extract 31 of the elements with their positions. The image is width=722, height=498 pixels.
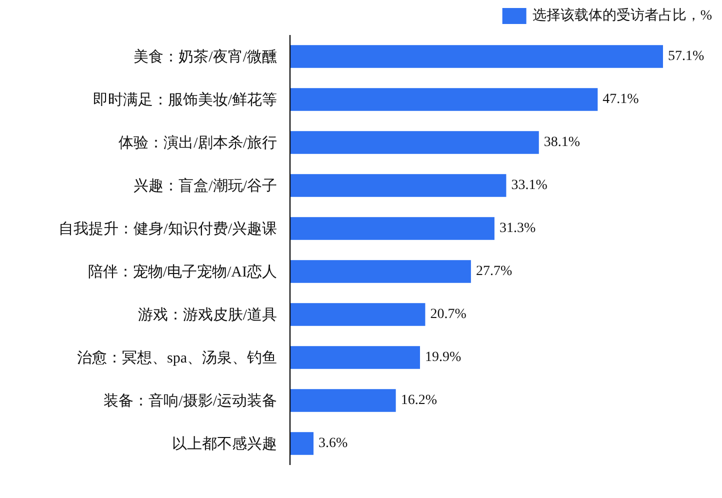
data-label: 57.1% <box>668 49 704 64</box>
y-tick-label: 自我提升：健身/知识付费/兴趣课 <box>58 220 277 238</box>
y-tick-label: 即时满足：服饰美妆/鲜花等 <box>92 91 277 108</box>
y-tick-label: 陪伴：宠物/电子宠物/AI恋人 <box>88 263 277 280</box>
data-label: 3.6% <box>318 436 348 451</box>
bar <box>290 174 506 197</box>
y-tick-label: 以上都不感兴趣 <box>172 435 277 452</box>
bar <box>290 45 663 68</box>
y-tick-label: 美食：奶茶/夜宵/微醺 <box>134 48 277 66</box>
y-tick-label: 兴趣：盲盒/潮玩/谷子 <box>134 177 277 194</box>
y-tick-label: 治愈：冥想、spa、汤泉、钓鱼 <box>77 349 277 366</box>
data-label: 19.9% <box>424 350 462 365</box>
bar <box>290 217 494 240</box>
data-label: 27.7% <box>476 264 512 279</box>
bar <box>290 88 598 111</box>
bar <box>290 303 426 326</box>
bar <box>290 432 314 455</box>
data-label: 33.1% <box>511 178 548 193</box>
data-label: 31.3% <box>499 221 536 236</box>
data-label: 38.1% <box>544 135 580 150</box>
data-label: 16.2% <box>400 393 438 408</box>
y-tick-label: 装备：音响/摄影/运动装备 <box>104 392 277 410</box>
bar <box>290 260 471 283</box>
legend-label: 选择该载体的受访者占比，% <box>532 8 712 24</box>
data-label: 47.1% <box>602 92 640 107</box>
data-label: 20.7% <box>430 307 467 322</box>
y-tick-label: 体验：演出/剧本杀/旅行 <box>118 134 277 152</box>
y-tick-label: 游戏：游戏皮肤/道具 <box>138 306 277 324</box>
bar <box>290 131 539 154</box>
bar <box>290 346 420 369</box>
bar <box>290 389 396 412</box>
